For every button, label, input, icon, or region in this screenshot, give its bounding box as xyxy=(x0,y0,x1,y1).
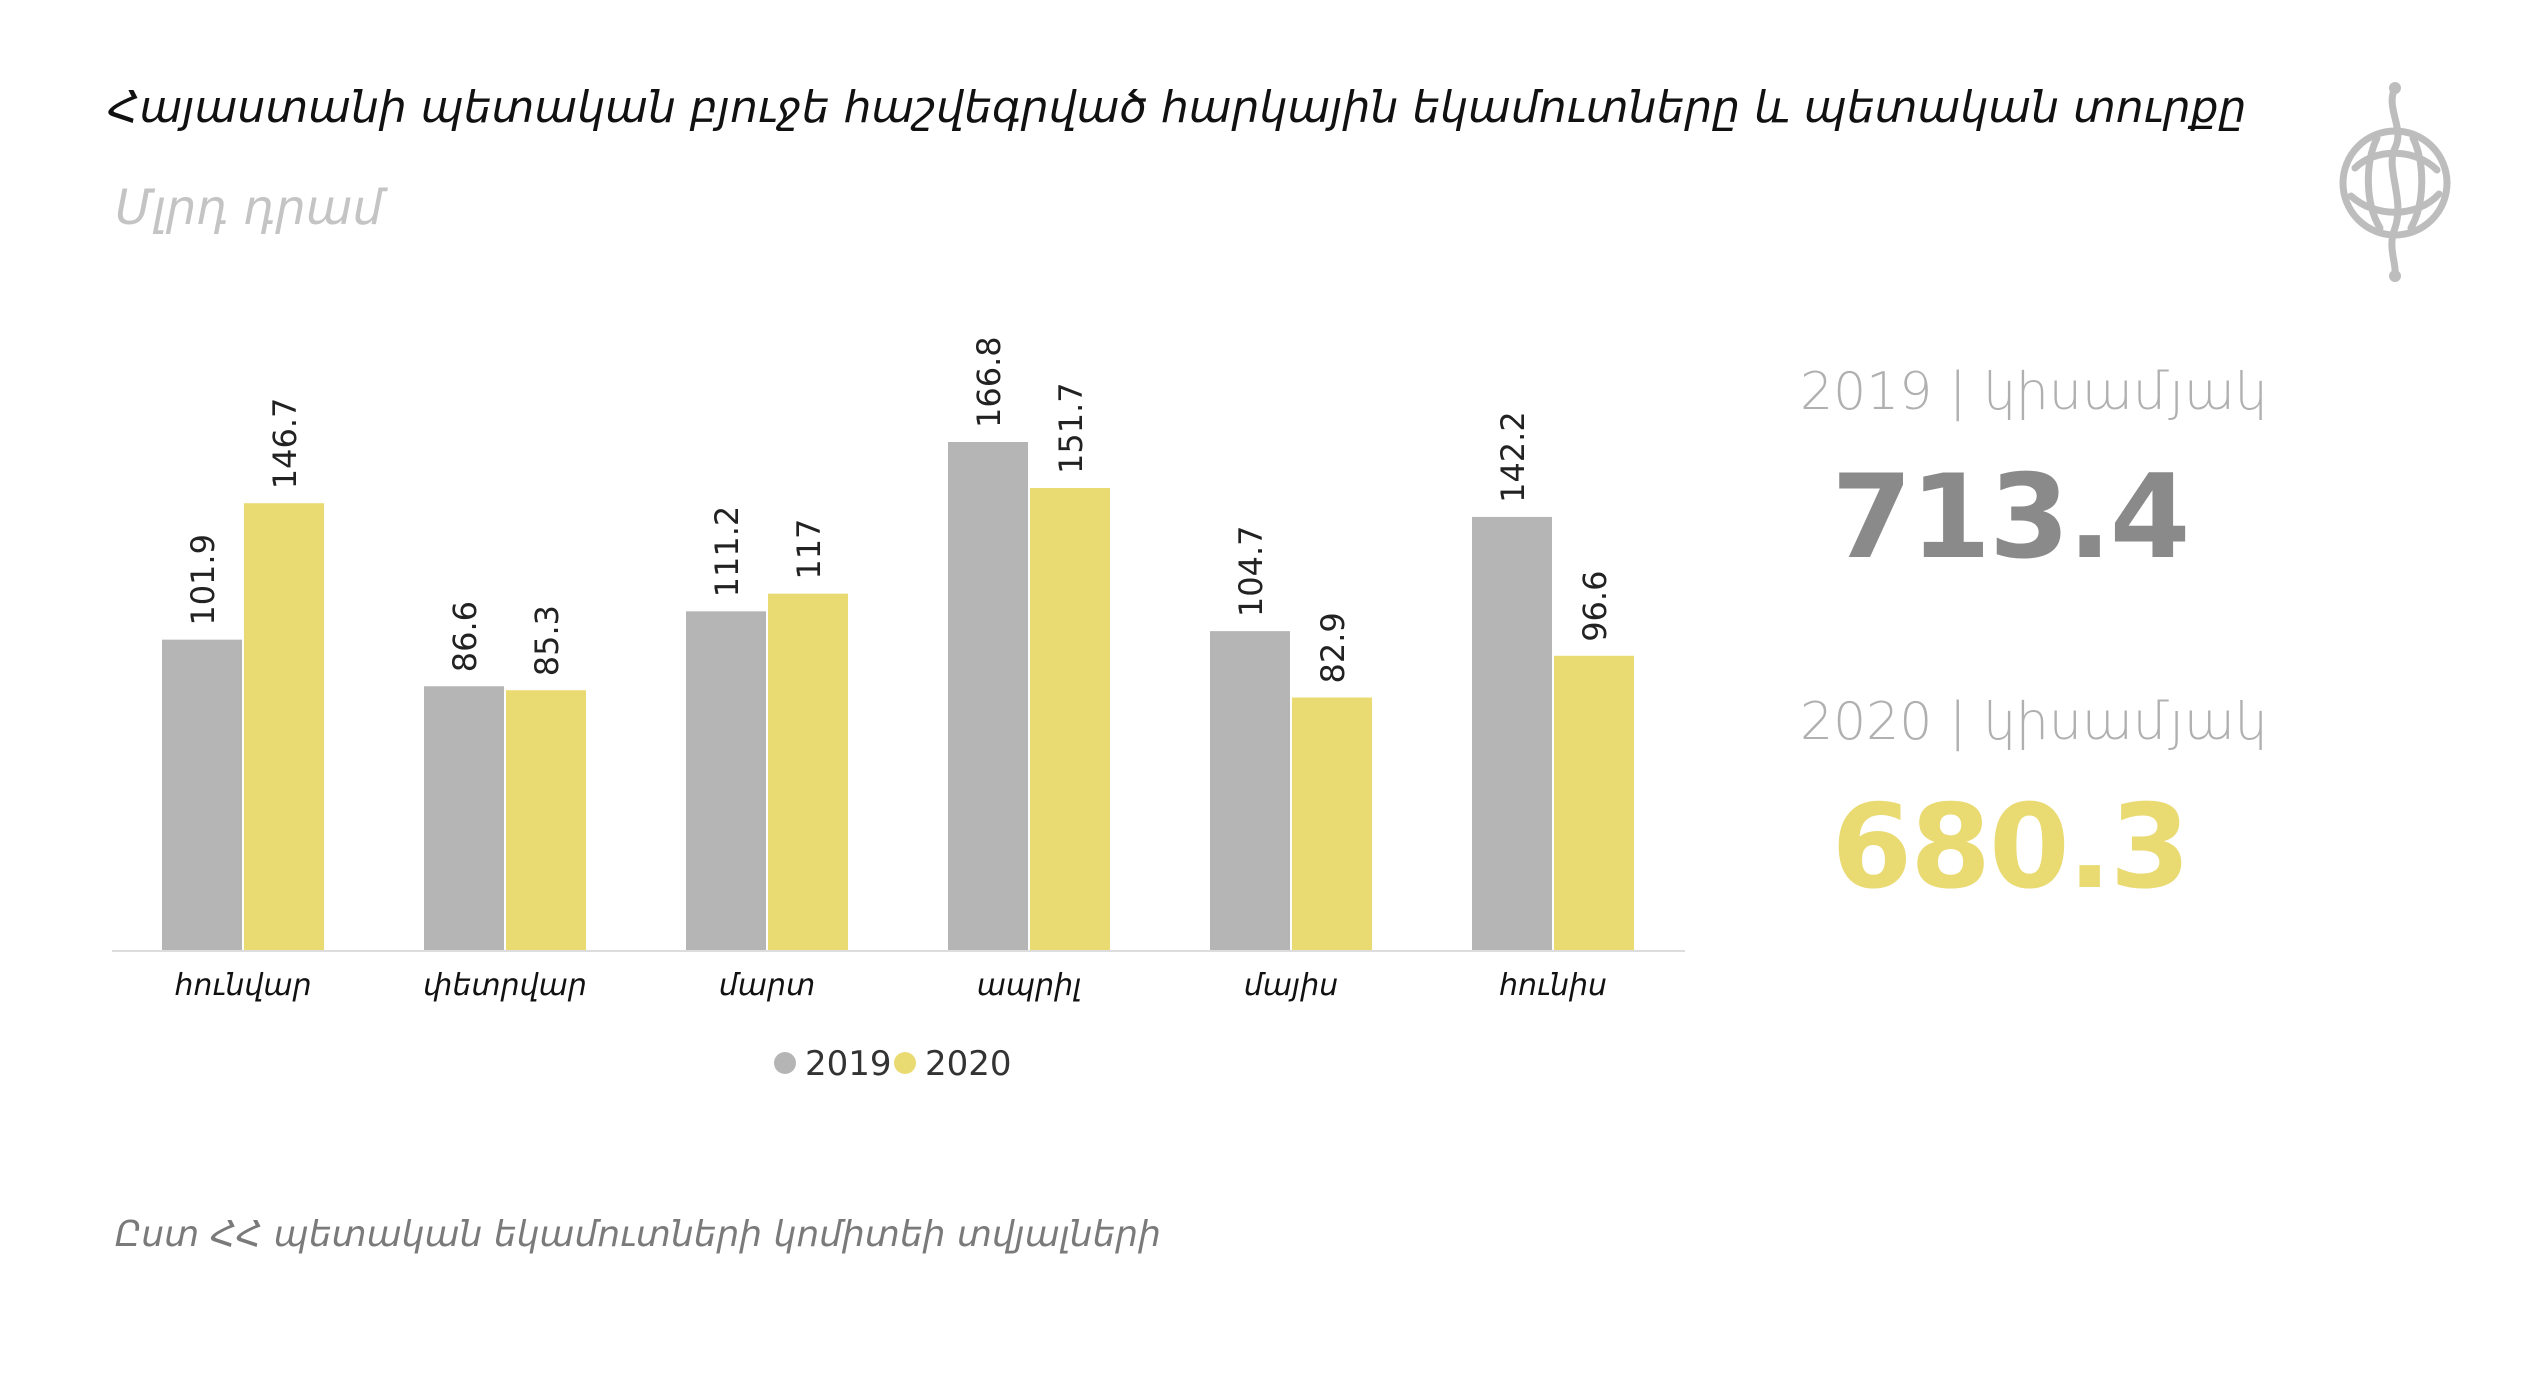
bar-2019-5 xyxy=(1472,516,1552,950)
data-label: 151.7 xyxy=(1052,382,1090,474)
x-tick-label: ապրիլ xyxy=(977,968,1082,1003)
bar-2019-1 xyxy=(424,686,504,950)
summary-2019-label: 2019 | կիսամյակ xyxy=(1800,362,2268,422)
chart-title: Հայաստանի պետական բյուջե հաշվեգրված հարկ… xyxy=(108,82,2247,133)
data-label: 166.8 xyxy=(970,336,1008,428)
x-tick-label: հունիս xyxy=(1499,968,1607,1003)
data-label: 142.2 xyxy=(1494,411,1532,503)
data-label: 117 xyxy=(790,519,828,580)
bar-2020-5 xyxy=(1554,655,1634,950)
data-label: 101.9 xyxy=(184,534,222,626)
bar-2019-4 xyxy=(1210,631,1290,950)
data-label: 104.7 xyxy=(1232,526,1270,618)
bar-2020-1 xyxy=(506,690,586,950)
legend-marker-2019 xyxy=(774,1052,796,1074)
data-label: 96.6 xyxy=(1576,571,1614,642)
x-tick-label: մարտ xyxy=(719,968,815,1003)
bar-2020-2 xyxy=(768,593,848,950)
bar-2019-3 xyxy=(948,442,1028,950)
data-label: 82.9 xyxy=(1314,612,1352,683)
bar-chart: 101.9 146.7 հունվար 86.6 85.3 փետրվար 111.2 117… xyxy=(112,336,1685,1084)
data-label: 85.3 xyxy=(528,605,566,676)
bar-2020-4 xyxy=(1292,697,1372,950)
source-note: Ըստ ՀՀ պետական եկամուտների կոմիտեի տվյալ… xyxy=(115,1214,1161,1255)
data-label: 86.6 xyxy=(446,601,484,672)
chart-subtitle: Մլրդ դրամ xyxy=(115,180,383,236)
bar-2020-0 xyxy=(244,503,324,950)
emblem-icon xyxy=(2339,82,2451,282)
data-label: 111.2 xyxy=(708,506,746,598)
summary-2020-label: 2020 | կիսամյակ xyxy=(1800,692,2268,752)
x-tick-label: փետրվար xyxy=(423,968,587,1003)
bar-2019-0 xyxy=(162,639,242,950)
x-tick-label: հունվար xyxy=(174,968,311,1003)
legend-marker-2020 xyxy=(894,1052,916,1074)
legend-label: 2020 xyxy=(925,1044,1012,1084)
bar-2020-3 xyxy=(1030,487,1110,950)
summary-2020-value: 680.3 xyxy=(1831,780,2191,915)
data-label: 146.7 xyxy=(266,398,304,490)
legend-label: 2019 xyxy=(805,1044,892,1084)
summary-2019-value: 713.4 xyxy=(1831,450,2191,585)
bar-2019-2 xyxy=(686,611,766,950)
x-tick-label: մայիս xyxy=(1244,968,1339,1003)
